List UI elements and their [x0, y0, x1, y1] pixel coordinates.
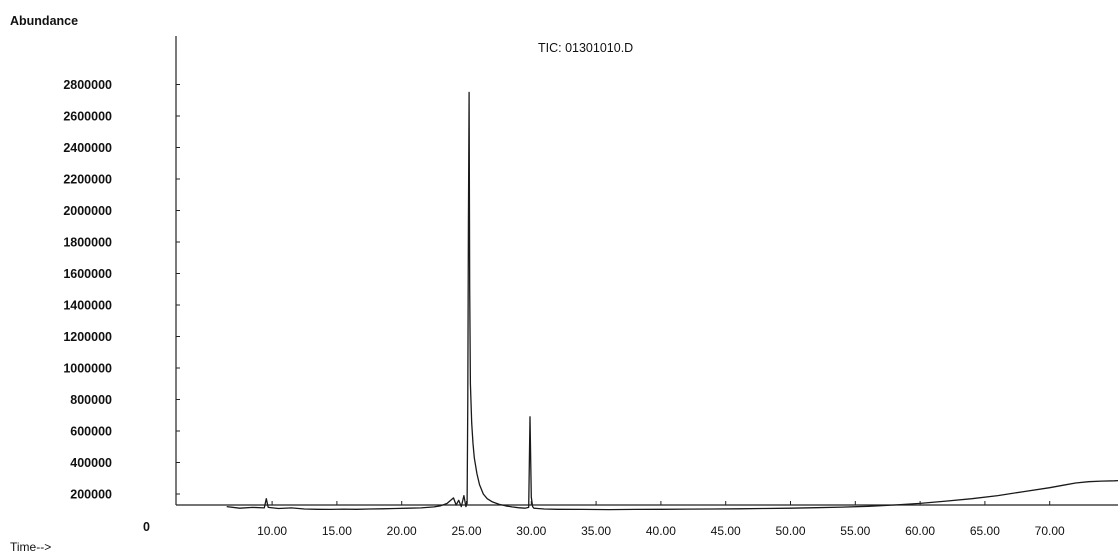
y-tick-label: 2200000	[63, 173, 112, 187]
x-axis-title: Time-->	[10, 540, 51, 554]
x-tick-label: 65.00	[970, 524, 1000, 538]
x-tick-label: 30.00	[516, 524, 546, 538]
y-tick-label: 600000	[70, 425, 112, 439]
y-axis-ticks: 200000 400000 600000 800000 1000000 1200000 14…	[63, 78, 180, 502]
x-tick-label: 50.00	[775, 524, 805, 538]
y-tick-label: 1000000	[63, 362, 112, 376]
origin-label: 0	[143, 520, 150, 534]
x-tick-label: 20.00	[387, 524, 417, 538]
y-tick-label: 2800000	[63, 78, 112, 92]
y-tick-label: 400000	[70, 456, 112, 470]
x-tick-label: 45.00	[711, 524, 741, 538]
y-axis-title: Abundance	[10, 14, 78, 28]
x-tick-label: 40.00	[646, 524, 676, 538]
x-tick-label: 15.00	[322, 524, 352, 538]
x-tick-label: 10.00	[257, 524, 287, 538]
y-tick-label: 2000000	[63, 204, 112, 218]
y-tick-label: 800000	[70, 393, 112, 407]
x-tick-label: 70.00	[1035, 524, 1065, 538]
y-tick-label: 1200000	[63, 330, 112, 344]
y-tick-label: 200000	[70, 488, 112, 502]
tic-trace-line	[226, 91, 1119, 511]
y-tick-label: 1400000	[63, 299, 112, 313]
x-tick-label: 35.00	[581, 524, 611, 538]
y-tick-label: 2400000	[63, 141, 112, 155]
y-tick-label: 1800000	[63, 236, 112, 250]
x-axis-ticks: 10.00 15.00 20.00 25.00 30.00 35.00 40.00 45.00…	[257, 501, 1065, 538]
x-tick-label: 55.00	[840, 524, 870, 538]
x-tick-label: 25.00	[451, 524, 481, 538]
chart-title: TIC: 01301010.D	[538, 41, 633, 55]
x-tick-label: 60.00	[905, 524, 935, 538]
y-tick-label: 2600000	[63, 110, 112, 124]
y-tick-label: 1600000	[63, 267, 112, 281]
